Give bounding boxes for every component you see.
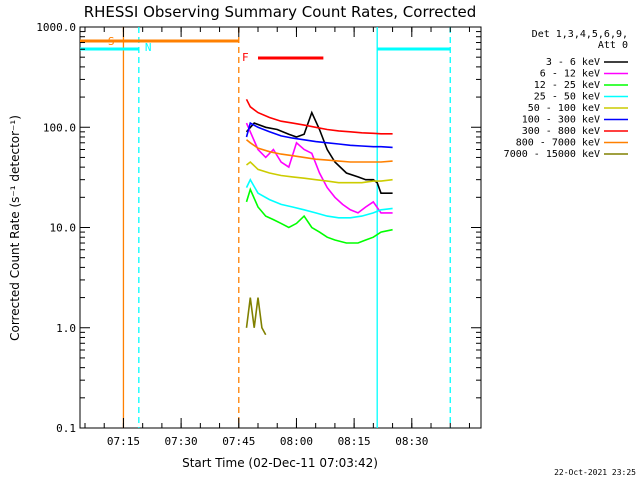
y-axis-label: Corrected Count Rate (s⁻¹ detector⁻¹): [8, 115, 22, 341]
legend-label: 12 - 25 keV: [534, 80, 600, 91]
y-tick-label: 10.0: [50, 222, 77, 235]
x-tick-label: 08:30: [395, 435, 428, 448]
plot-frame: [79, 26, 482, 429]
y-axis-ticks: 0.1 1.0 10.0 100.0 1000.0: [36, 21, 481, 435]
series-line-0: [245, 110, 393, 194]
x-axis-ticks: 07:15 07:30 07:45 08:00 08:15 08:30: [84, 27, 470, 448]
series-line-3: [245, 177, 393, 219]
legend-header: Att 0: [598, 40, 628, 51]
legend-label: 100 - 300 keV: [522, 115, 600, 126]
legend-label: 3 - 6 keV: [546, 57, 600, 68]
legend-label: 800 - 7000 keV: [516, 138, 600, 149]
chart-title: RHESSI Observing Summary Count Rates, Co…: [84, 3, 477, 21]
series-line-6: [245, 98, 393, 135]
flag-label-f: F: [242, 51, 249, 64]
y-tick-label: 100.0: [43, 121, 76, 134]
legend-label: 7000 - 15000 keV: [504, 149, 600, 160]
y-tick-label: 0.1: [56, 422, 76, 435]
vertical-markers: [122, 27, 451, 428]
y-tick-label: 1000.0: [36, 21, 76, 34]
x-tick-label: 07:15: [107, 435, 140, 448]
footer-timestamp: 22-Oct-2021 23:25: [554, 468, 636, 477]
series-layer: [245, 98, 393, 336]
x-axis-label: Start Time (02-Dec-11 07:03:42): [182, 456, 378, 470]
series-line-8: [245, 297, 267, 336]
flag-bars: S N F: [80, 35, 451, 64]
series-line-1: [245, 122, 393, 214]
series-line-7: [246, 139, 393, 163]
series-line-2: [245, 187, 393, 244]
flag-label-n: N: [145, 41, 152, 54]
series-line-4: [246, 160, 393, 184]
x-tick-label: 08:15: [338, 435, 371, 448]
x-tick-label: 07:45: [222, 435, 255, 448]
legend-label: 25 - 50 keV: [534, 92, 600, 103]
series-line-5: [245, 121, 393, 149]
legend-header: Det 1,3,4,5,6,9,: [532, 29, 628, 40]
flag-label-s: S: [108, 35, 115, 48]
legend-label: 6 - 12 keV: [540, 69, 600, 80]
legend-label: 300 - 800 keV: [522, 126, 600, 137]
y-tick-label: 1.0: [56, 322, 76, 335]
legend-label: 50 - 100 keV: [528, 103, 600, 114]
x-tick-label: 08:00: [280, 435, 313, 448]
plot-border: [79, 26, 482, 429]
x-tick-label: 07:30: [165, 435, 198, 448]
